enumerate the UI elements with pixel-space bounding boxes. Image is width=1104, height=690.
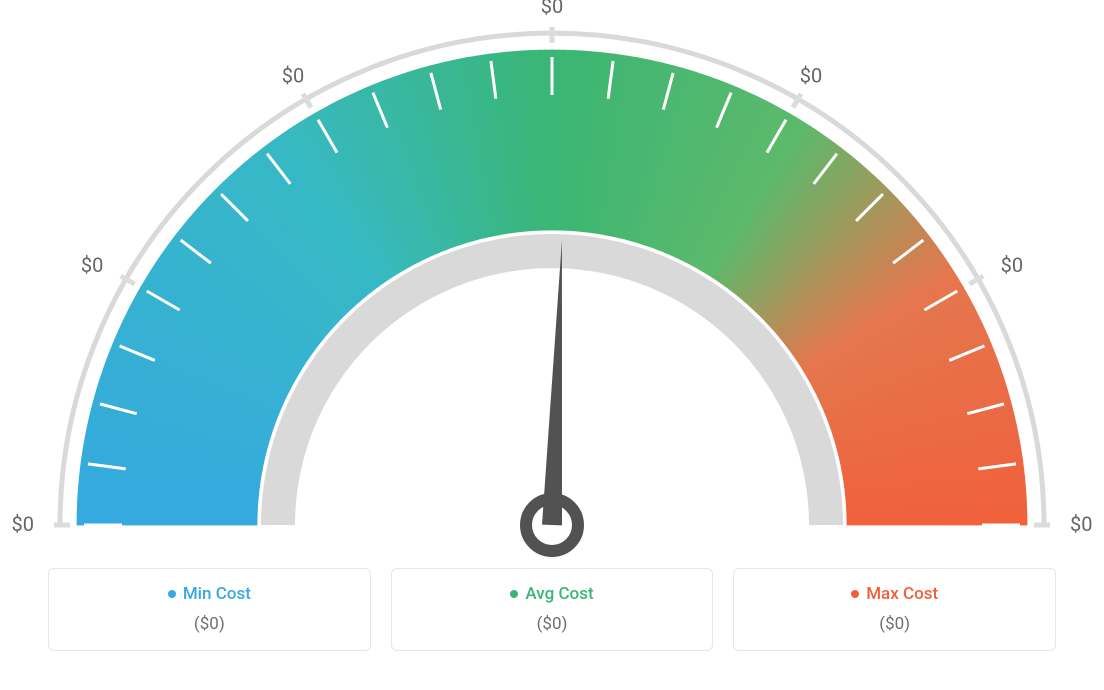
legend-title-max: Max Cost — [851, 584, 938, 604]
dot-icon — [168, 590, 176, 598]
legend-label: Max Cost — [866, 584, 938, 604]
gauge-tick-label: $0 — [1001, 253, 1023, 277]
legend-title-avg: Avg Cost — [510, 584, 593, 604]
legend-card-avg: Avg Cost ($0) — [391, 568, 714, 651]
legend-row: Min Cost ($0) Avg Cost ($0) Max Cost ($0… — [0, 568, 1104, 651]
dot-icon — [851, 590, 859, 598]
legend-label: Min Cost — [183, 584, 251, 604]
legend-card-max: Max Cost ($0) — [733, 568, 1056, 651]
gauge-tick-label: $0 — [1070, 512, 1092, 536]
legend-value-max: ($0) — [744, 614, 1045, 634]
gauge-tick-label: $0 — [81, 253, 103, 277]
legend-title-min: Min Cost — [168, 584, 251, 604]
legend-label: Avg Cost — [525, 584, 593, 604]
gauge-tick-label: $0 — [282, 63, 304, 87]
dot-icon — [510, 590, 518, 598]
gauge-tick-label: $0 — [800, 63, 822, 87]
gauge-needle — [542, 240, 562, 525]
gauge-chart: $0 $0 $0 $0 $0 $0 $0 — [0, 0, 1104, 560]
gauge-tick-label: $0 — [12, 512, 34, 536]
legend-value-min: ($0) — [59, 614, 360, 634]
legend-card-min: Min Cost ($0) — [48, 568, 371, 651]
legend-value-avg: ($0) — [402, 614, 703, 634]
gauge-container: $0 $0 $0 $0 $0 $0 $0 — [0, 0, 1104, 560]
gauge-tick-label: $0 — [541, 0, 563, 18]
